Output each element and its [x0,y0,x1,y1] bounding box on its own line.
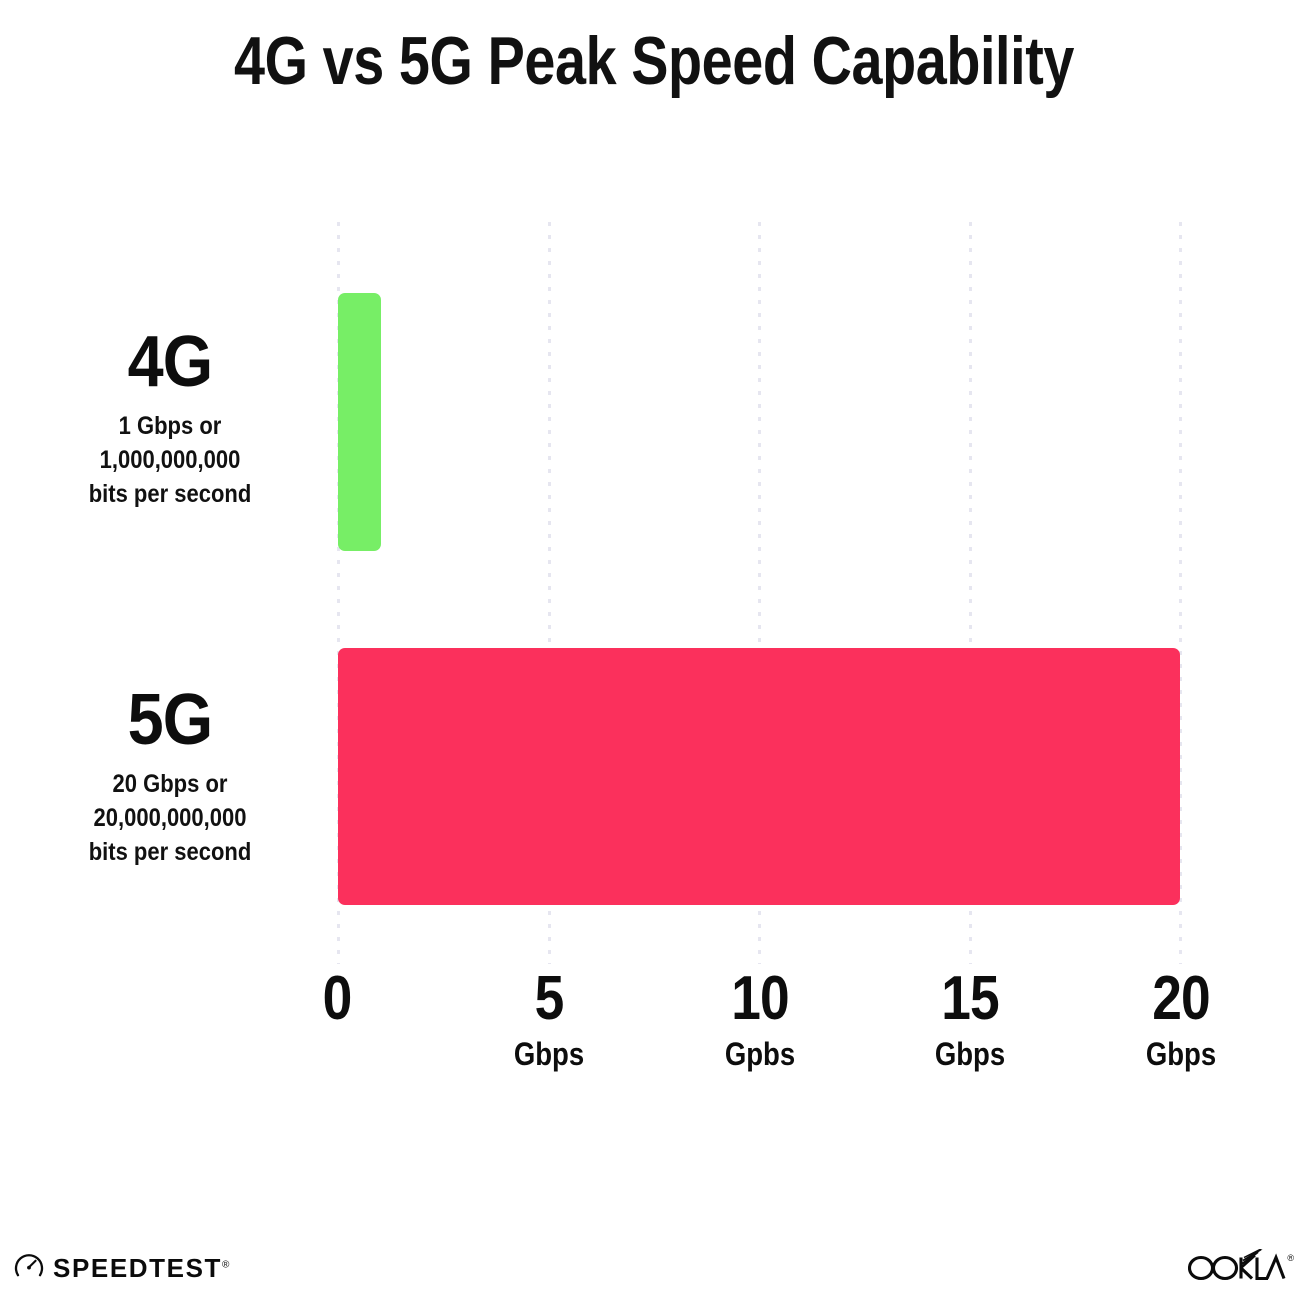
category-sublabel-5g: 20 Gbps or 20,000,000,000 bits per secon… [38,767,302,869]
category-sublabel-4g: 1 Gbps or 1,000,000,000 bits per second [38,409,302,511]
ookla-trademark: ® [1287,1253,1294,1263]
category-name-4g: 4G [127,322,214,402]
category-sublabel-4g-line1: 1 Gbps or [118,412,222,440]
x-tick-20: 20 Gbps [1091,968,1271,1073]
x-tick-10-value: 10 [731,964,789,1033]
gridline-5 [548,222,551,964]
category-sublabel-4g-line2: 1,000,000,000 [99,446,241,474]
x-tick-5-value: 5 [534,964,565,1033]
category-label-5g: 5G 20 Gbps or 20,000,000,000 bits per se… [20,680,320,869]
x-axis: 0 5 Gbps 10 Gpbs 15 Gbps 20 Gbps [0,968,1308,1098]
x-tick-15: 15 Gbps [880,968,1060,1073]
x-tick-5-unit: Gbps [513,1036,585,1072]
bar-4g[interactable] [338,293,381,551]
speedtest-logo: SPEEDTEST® [14,1251,229,1286]
category-sublabel-5g-line1: 20 Gbps or [112,770,228,798]
gridline-20 [1179,222,1182,964]
gridline-10 [758,222,761,964]
chart-plot-area [0,200,1308,964]
speedtest-wordmark-text: SPEEDTEST [53,1253,222,1283]
x-tick-15-unit: Gbps [934,1036,1006,1072]
speedometer-icon [14,1251,44,1286]
ookla-logo: ® [1188,1246,1294,1288]
ookla-wordmark-icon [1188,1246,1286,1288]
x-tick-5: 5 Gbps [459,968,639,1073]
category-label-4g: 4G 1 Gbps or 1,000,000,000 bits per seco… [20,322,320,511]
footer: SPEEDTEST® [0,1235,1308,1315]
x-tick-10-unit: Gpbs [724,1036,796,1072]
category-sublabel-4g-line3: bits per second [88,480,252,508]
page-title: 4G vs 5G Peak Speed Capability [234,23,1074,99]
category-name-5g: 5G [127,680,214,760]
speedtest-wordmark: SPEEDTEST® [53,1253,229,1284]
bar-5g[interactable] [338,648,1180,905]
category-sublabel-5g-line3: bits per second [88,838,252,866]
x-tick-0-value: 0 [322,964,353,1033]
category-sublabel-5g-line2: 20,000,000,000 [93,804,247,832]
x-tick-10: 10 Gpbs [670,968,850,1073]
gridline-15 [969,222,972,964]
x-tick-20-unit: Gbps [1145,1036,1217,1072]
gridline-0 [337,222,340,964]
x-tick-20-value: 20 [1152,964,1210,1033]
x-tick-0: 0 [247,968,427,1035]
speedtest-trademark: ® [222,1259,230,1271]
x-tick-15-value: 15 [941,964,999,1033]
